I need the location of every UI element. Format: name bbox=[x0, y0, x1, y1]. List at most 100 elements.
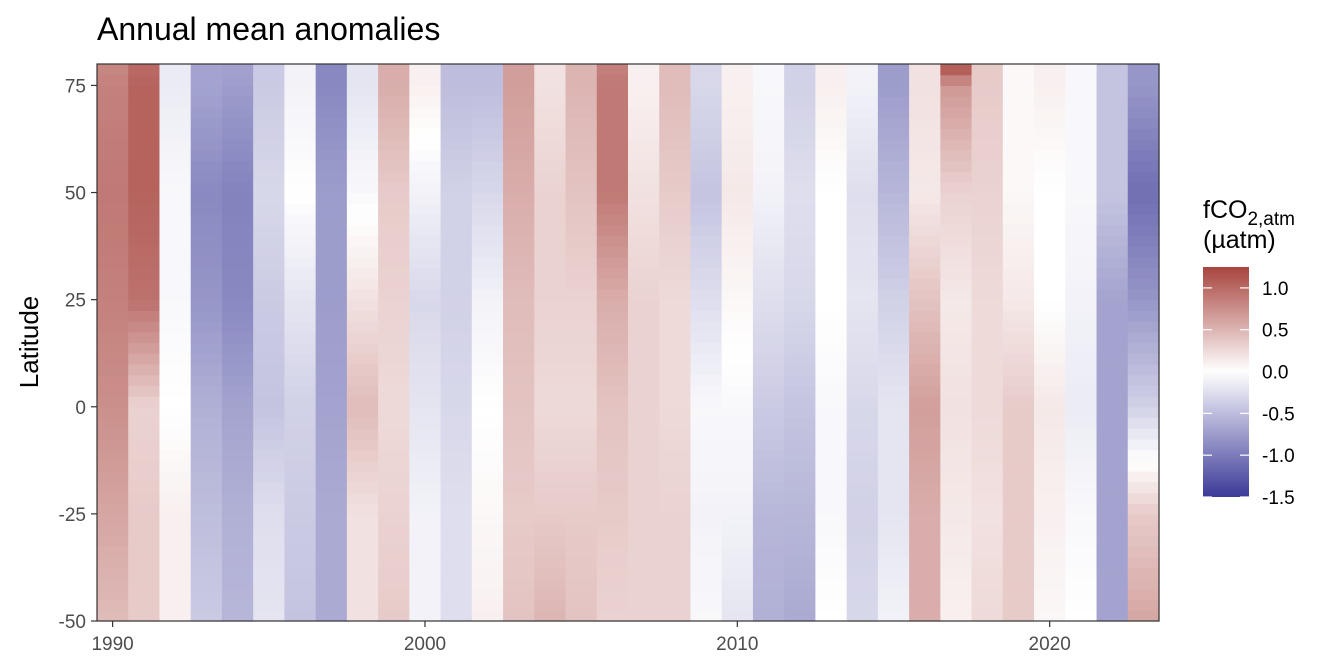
heatmap-cell bbox=[378, 256, 410, 269]
heatmap-cell bbox=[97, 203, 129, 215]
heatmap-cell bbox=[409, 138, 442, 151]
heatmap-cell bbox=[315, 599, 348, 611]
heatmap-cell bbox=[690, 438, 723, 451]
heatmap-cell bbox=[159, 460, 192, 472]
heatmap-cell bbox=[284, 535, 317, 547]
heatmap-cell bbox=[97, 138, 129, 151]
heatmap-cell bbox=[221, 74, 254, 87]
heatmap-cell bbox=[690, 503, 723, 515]
heatmap-cell bbox=[1034, 342, 1066, 354]
heatmap-cell bbox=[1096, 160, 1129, 172]
heatmap-cell bbox=[596, 299, 629, 311]
heatmap-cell bbox=[346, 546, 379, 558]
heatmap-cell bbox=[471, 128, 504, 140]
heatmap-cell bbox=[721, 149, 754, 161]
heatmap-cell bbox=[628, 192, 660, 204]
heatmap-cell bbox=[253, 396, 286, 408]
heatmap-cell bbox=[940, 449, 973, 461]
heatmap-cell bbox=[815, 235, 848, 247]
heatmap-cell bbox=[471, 471, 504, 483]
heatmap-cell bbox=[471, 246, 504, 258]
heatmap-cell bbox=[159, 224, 192, 236]
heatmap-cell bbox=[1065, 503, 1098, 515]
heatmap-cell bbox=[284, 192, 317, 204]
heatmap-cell bbox=[190, 106, 223, 119]
heatmap-cell bbox=[971, 256, 1004, 269]
heatmap-cell bbox=[1096, 203, 1129, 215]
heatmap-cell bbox=[846, 492, 879, 504]
heatmap-cell bbox=[721, 106, 754, 119]
heatmap-cell bbox=[784, 213, 817, 226]
heatmap-cell bbox=[1065, 160, 1098, 172]
heatmap-cell bbox=[159, 481, 192, 494]
heatmap-cell bbox=[534, 160, 567, 172]
heatmap-cell bbox=[1065, 288, 1098, 301]
heatmap-cell bbox=[690, 299, 723, 311]
heatmap-cell bbox=[1002, 417, 1035, 429]
heatmap-cell bbox=[971, 203, 1004, 215]
heatmap-cell bbox=[752, 385, 785, 397]
heatmap-cell bbox=[315, 203, 348, 215]
heatmap-cell bbox=[659, 353, 692, 365]
heatmap-cell bbox=[1034, 481, 1066, 494]
heatmap-cell bbox=[659, 256, 692, 269]
heatmap-cell bbox=[440, 235, 473, 247]
heatmap-cell bbox=[1002, 471, 1035, 483]
heatmap-cell bbox=[752, 363, 785, 376]
heatmap-cell bbox=[378, 342, 410, 354]
heatmap-cell bbox=[877, 428, 910, 440]
heatmap-cell bbox=[877, 138, 910, 151]
heatmap-cell bbox=[784, 138, 817, 151]
heatmap-cell bbox=[97, 556, 129, 569]
heatmap-cell bbox=[503, 374, 535, 386]
heatmap-cell bbox=[971, 385, 1004, 397]
heatmap-cell bbox=[659, 106, 692, 119]
heatmap-cell bbox=[315, 171, 348, 183]
heatmap-cell bbox=[877, 363, 910, 376]
heatmap-cell bbox=[190, 74, 223, 87]
heatmap-cell bbox=[1034, 192, 1066, 204]
heatmap-cell bbox=[378, 117, 410, 129]
legend-title-subscript: 2,atm bbox=[1247, 209, 1295, 230]
heatmap-cell bbox=[471, 481, 504, 494]
heatmap-cell bbox=[471, 138, 504, 151]
heatmap-cell bbox=[721, 374, 754, 386]
heatmap-cell bbox=[159, 546, 192, 558]
heatmap-cell bbox=[596, 171, 629, 183]
heatmap-cell bbox=[628, 246, 660, 258]
heatmap-cell bbox=[909, 299, 941, 311]
heatmap-cell bbox=[909, 588, 941, 601]
heatmap-cell bbox=[752, 160, 785, 172]
heatmap-cell bbox=[659, 588, 692, 601]
heatmap-cell bbox=[940, 385, 973, 397]
heatmap-cell bbox=[815, 363, 848, 376]
heatmap-cell bbox=[378, 246, 410, 258]
heatmap-cell bbox=[1065, 128, 1098, 140]
heatmap-cell bbox=[1034, 181, 1066, 194]
heatmap-cell bbox=[690, 546, 723, 558]
heatmap-cell bbox=[877, 438, 910, 451]
heatmap-cell bbox=[721, 331, 754, 344]
heatmap-cell bbox=[346, 171, 379, 183]
heatmap-cell bbox=[378, 556, 410, 569]
heatmap-cell bbox=[253, 353, 286, 365]
heatmap-cell bbox=[1065, 481, 1098, 494]
heatmap-cell bbox=[190, 278, 223, 290]
heatmap-cell bbox=[565, 406, 598, 419]
heatmap-cell bbox=[909, 106, 941, 119]
heatmap-cell bbox=[721, 64, 754, 76]
heatmap-cell bbox=[596, 64, 629, 76]
heatmap-cell bbox=[534, 85, 567, 97]
heatmap-cell bbox=[1002, 578, 1035, 590]
heatmap-cell bbox=[940, 235, 973, 247]
heatmap-cell bbox=[846, 513, 879, 526]
heatmap-cell bbox=[596, 85, 629, 97]
heatmap-cell bbox=[877, 310, 910, 322]
heatmap-cell bbox=[596, 556, 629, 569]
heatmap-cell bbox=[284, 524, 317, 536]
heatmap-cell bbox=[534, 396, 567, 408]
heatmap-cell bbox=[1065, 513, 1098, 526]
heatmap-cell bbox=[784, 74, 817, 87]
heatmap-cell bbox=[784, 396, 817, 408]
heatmap-cell bbox=[503, 85, 535, 97]
